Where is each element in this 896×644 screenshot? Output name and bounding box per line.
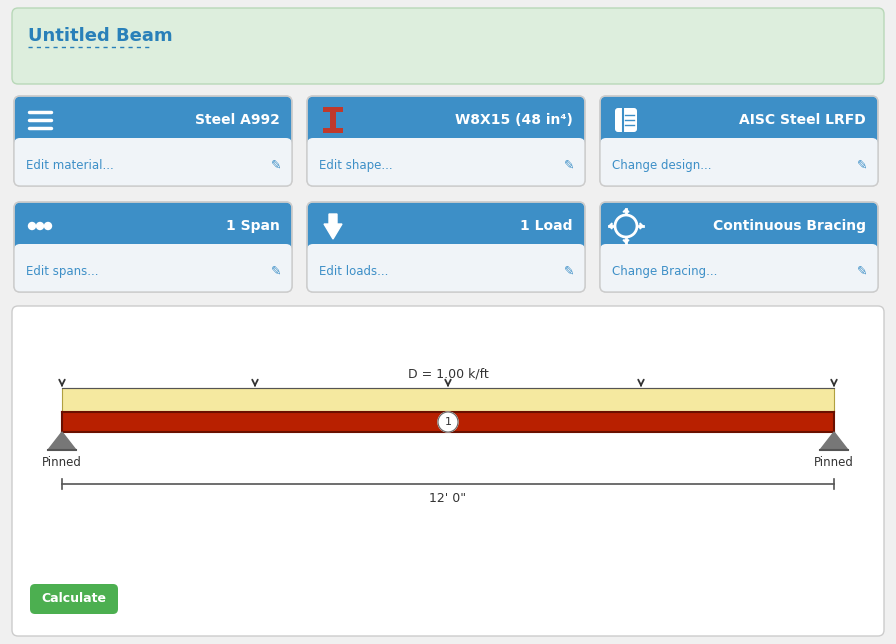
Bar	[15, 244, 291, 250]
Text: 1 Load: 1 Load	[521, 219, 573, 233]
Text: ✎: ✎	[564, 158, 574, 171]
Text: W8X15 (48 in⁴): W8X15 (48 in⁴)	[455, 113, 573, 127]
Bar	[15, 138, 291, 144]
Bar	[601, 144, 877, 185]
Text: ✎: ✎	[271, 158, 281, 171]
Polygon shape	[623, 209, 629, 212]
Circle shape	[29, 222, 36, 229]
Bar	[15, 144, 291, 185]
Circle shape	[37, 222, 44, 229]
FancyBboxPatch shape	[600, 244, 878, 292]
Bar	[601, 138, 877, 144]
Circle shape	[438, 412, 458, 432]
Bar	[308, 138, 584, 144]
Bar	[308, 250, 584, 291]
FancyBboxPatch shape	[600, 96, 878, 186]
FancyBboxPatch shape	[12, 8, 884, 84]
Text: Edit material...: Edit material...	[26, 158, 114, 171]
Bar	[62, 412, 834, 432]
Text: Edit loads...: Edit loads...	[319, 265, 388, 278]
Bar	[308, 244, 584, 250]
FancyBboxPatch shape	[14, 244, 292, 292]
Text: Pinned: Pinned	[814, 456, 854, 469]
FancyBboxPatch shape	[30, 584, 118, 614]
Text: Edit spans...: Edit spans...	[26, 265, 99, 278]
Bar	[15, 250, 291, 291]
Bar	[330, 112, 336, 128]
Bar	[601, 244, 877, 250]
Text: AISC Steel LRFD: AISC Steel LRFD	[739, 113, 866, 127]
FancyBboxPatch shape	[307, 138, 585, 186]
Text: Steel A992: Steel A992	[195, 113, 280, 127]
Text: Continuous Bracing: Continuous Bracing	[713, 219, 866, 233]
FancyBboxPatch shape	[307, 244, 585, 292]
Text: D = 1.00 k/ft: D = 1.00 k/ft	[408, 368, 488, 381]
Bar	[323, 107, 343, 112]
Polygon shape	[640, 223, 643, 229]
Text: Change Bracing...: Change Bracing...	[612, 265, 718, 278]
FancyBboxPatch shape	[307, 202, 585, 292]
Text: ✎: ✎	[271, 265, 281, 278]
Text: Pinned: Pinned	[42, 456, 82, 469]
Text: 12' 0": 12' 0"	[429, 492, 467, 505]
FancyBboxPatch shape	[14, 202, 292, 292]
Text: Untitled Beam: Untitled Beam	[28, 27, 173, 45]
Text: Edit shape...: Edit shape...	[319, 158, 392, 171]
Bar	[323, 128, 343, 133]
Polygon shape	[820, 432, 848, 450]
FancyBboxPatch shape	[12, 306, 884, 636]
Text: ✎: ✎	[857, 265, 867, 278]
FancyBboxPatch shape	[615, 108, 637, 132]
Text: 1: 1	[444, 417, 452, 427]
Bar	[62, 388, 834, 412]
FancyBboxPatch shape	[14, 138, 292, 186]
Bar	[601, 250, 877, 291]
Bar	[308, 144, 584, 185]
FancyBboxPatch shape	[600, 202, 878, 292]
FancyBboxPatch shape	[307, 96, 585, 186]
Text: Change design...: Change design...	[612, 158, 711, 171]
FancyBboxPatch shape	[14, 96, 292, 186]
Text: ✎: ✎	[857, 158, 867, 171]
Text: ✎: ✎	[564, 265, 574, 278]
Text: Calculate: Calculate	[41, 592, 107, 605]
Polygon shape	[623, 240, 629, 243]
Polygon shape	[609, 223, 612, 229]
Polygon shape	[48, 432, 76, 450]
Circle shape	[45, 222, 51, 229]
Polygon shape	[324, 214, 342, 239]
FancyBboxPatch shape	[600, 138, 878, 186]
Text: 1 Span: 1 Span	[226, 219, 280, 233]
